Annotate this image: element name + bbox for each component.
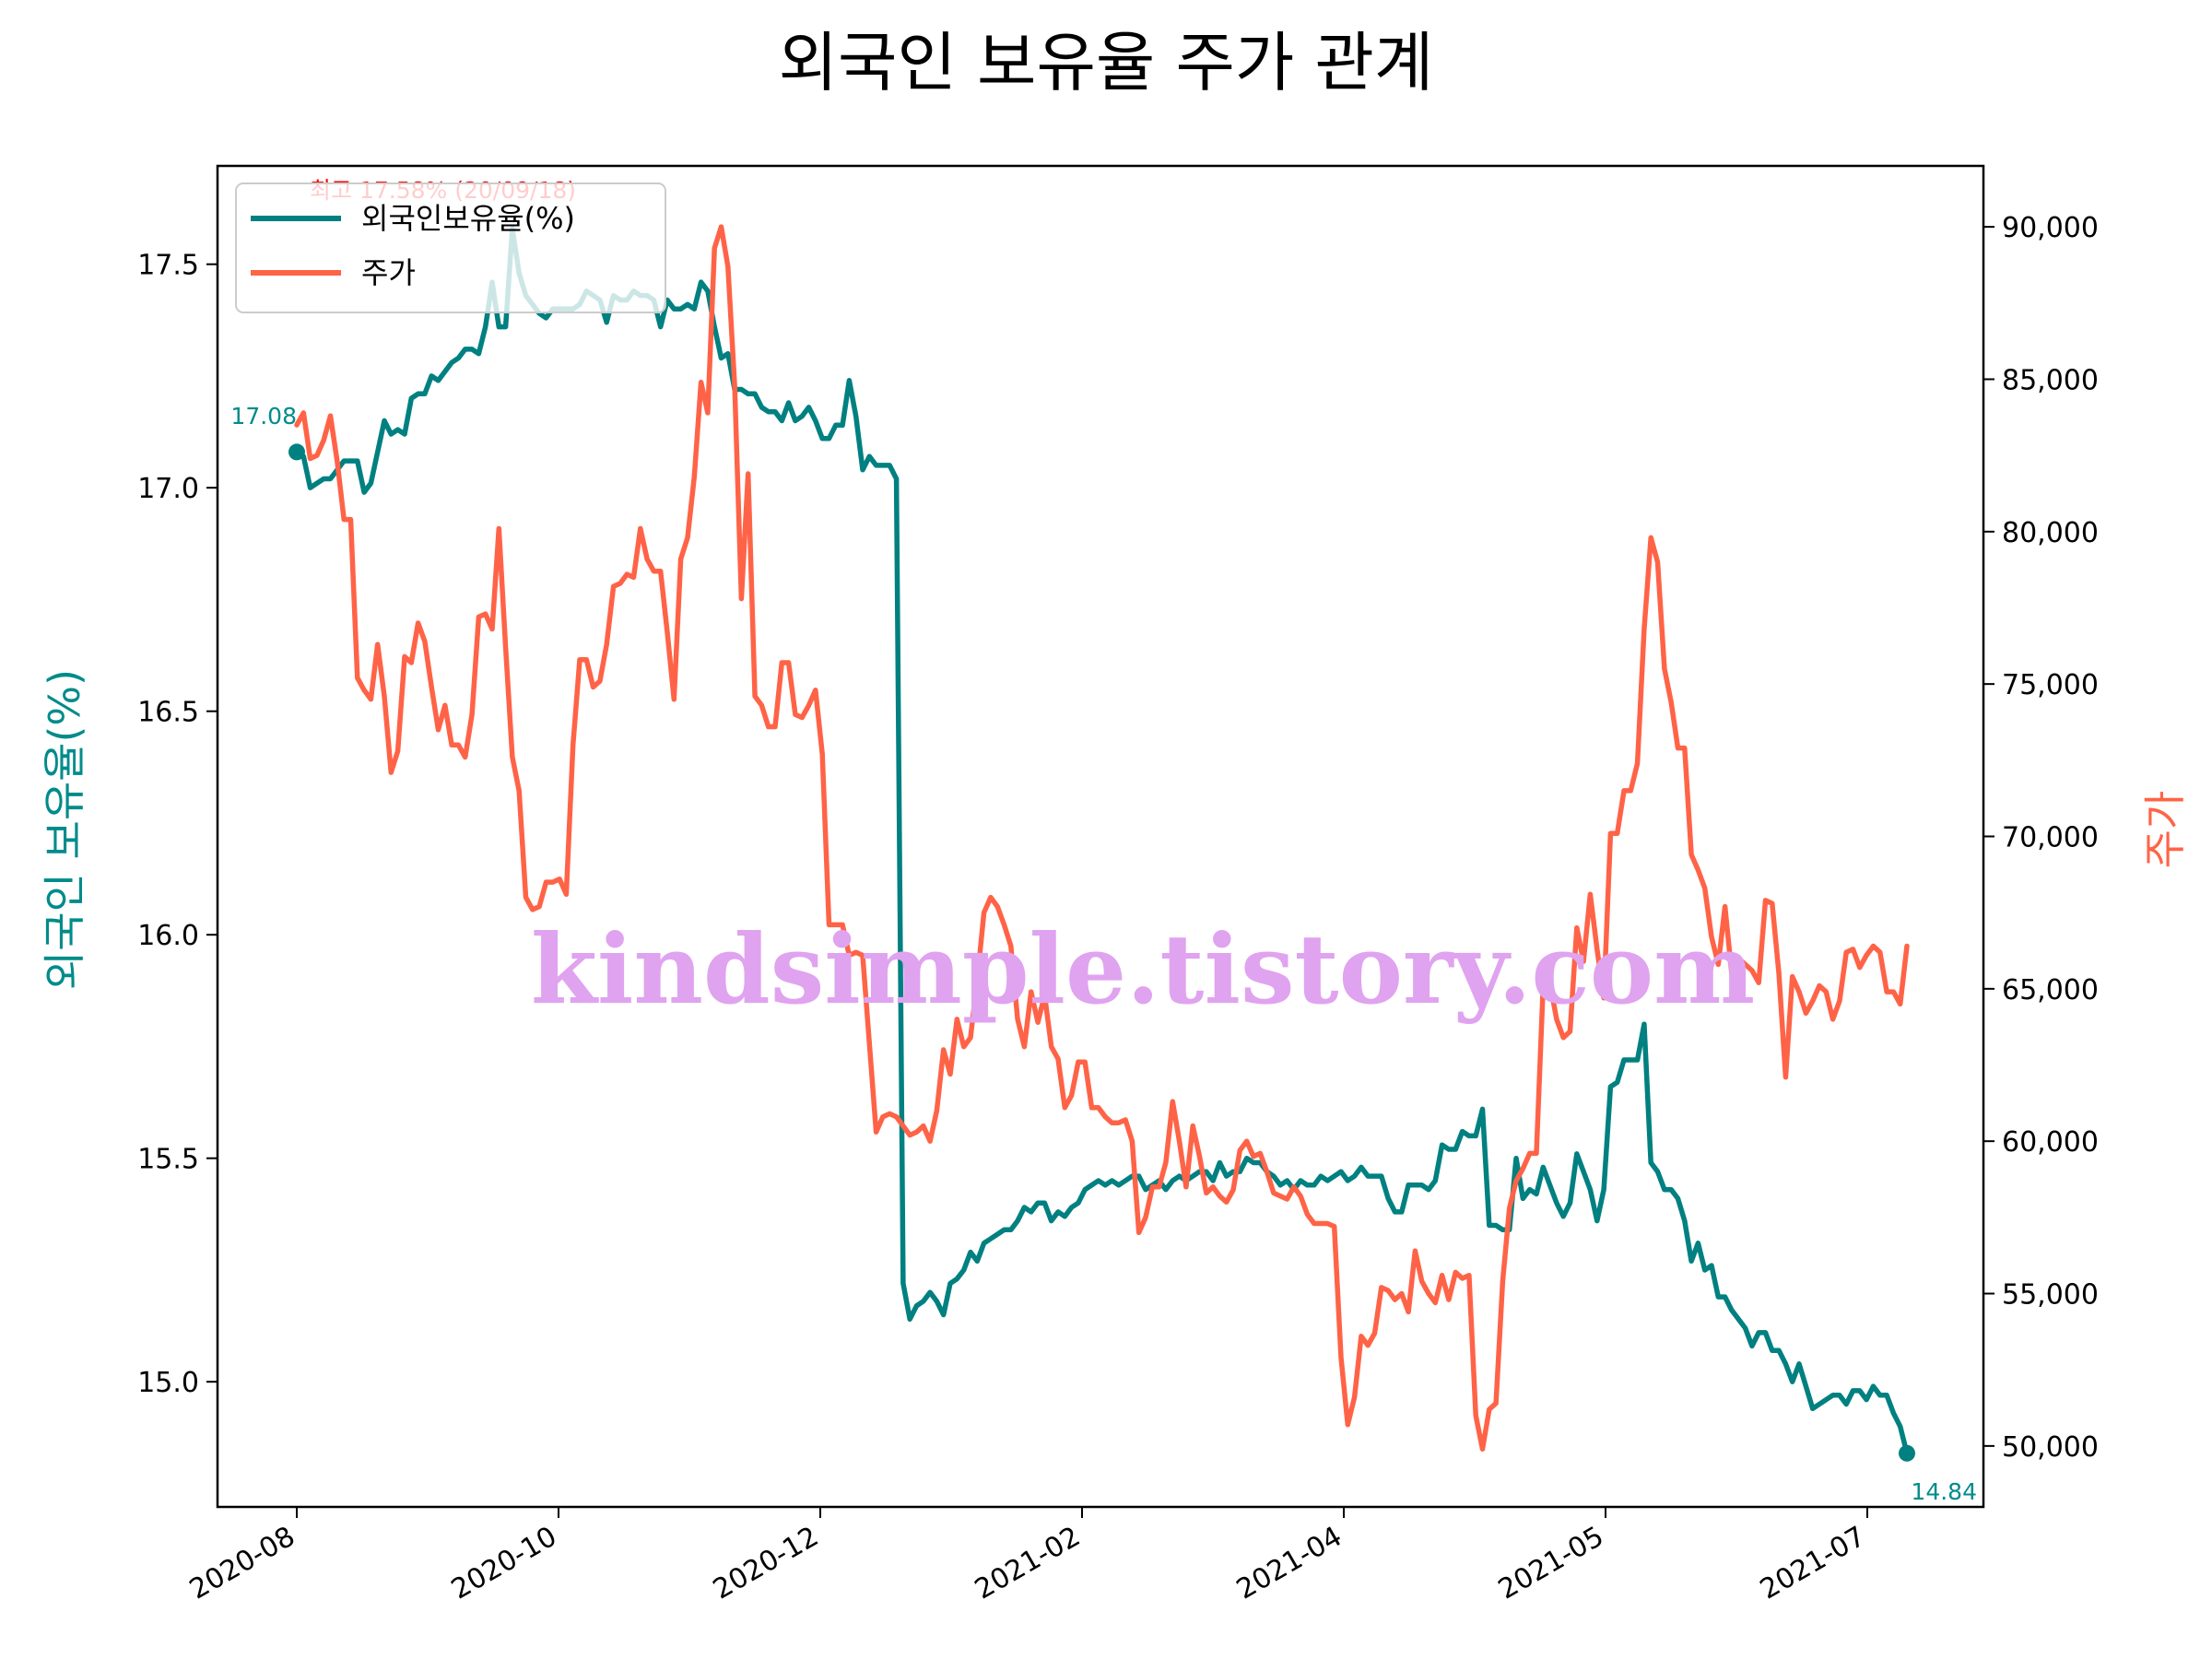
price-line bbox=[294, 224, 1910, 1452]
watermark: kindsimple.tistory.com bbox=[531, 912, 1755, 1026]
y-right-tick-label: 90,000 bbox=[2002, 212, 2099, 244]
legend-frame bbox=[235, 182, 666, 313]
y-right-tick-label: 85,000 bbox=[2002, 364, 2099, 396]
end-value-label: 14.84 bbox=[1911, 1478, 1977, 1505]
y-right-tick-label: 75,000 bbox=[2002, 669, 2099, 701]
y-left-tick-label: 16.5 bbox=[137, 697, 199, 729]
y-right-tick-label: 80,000 bbox=[2002, 517, 2099, 549]
y-axis-right-title: 주가 bbox=[2140, 791, 2190, 869]
y-right-tick-label: 65,000 bbox=[2002, 974, 2099, 1006]
chart-title: 외국인 보유율 주가 관계 bbox=[779, 25, 1434, 100]
y-right-tick-label: 55,000 bbox=[2002, 1279, 2099, 1312]
y-right-tick-label: 50,000 bbox=[2002, 1431, 2099, 1464]
y-right-tick-label: 60,000 bbox=[2002, 1126, 2099, 1159]
legend: 외국인보유율(%) 주가 bbox=[235, 182, 666, 313]
legend-ownership-label: 외국인보유율(%) bbox=[361, 201, 575, 236]
legend-price-label: 주가 bbox=[361, 255, 416, 290]
ownership-end-point bbox=[1899, 1444, 1915, 1462]
y-left-tick-label: 17.5 bbox=[137, 250, 199, 282]
y-left-tick-label: 15.5 bbox=[137, 1144, 199, 1176]
ownership-start-point bbox=[288, 443, 305, 461]
y-axis-left-title: 외국인 보유율(%) bbox=[40, 669, 89, 990]
y-right-tick-label: 70,000 bbox=[2002, 822, 2099, 854]
y-left-tick-label: 17.0 bbox=[137, 473, 199, 505]
y-left-tick-label: 16.0 bbox=[137, 920, 199, 952]
plot-frame bbox=[216, 164, 1985, 1509]
y-left-tick-label: 15.0 bbox=[137, 1367, 199, 1399]
start-value-label: 17.08 bbox=[230, 403, 297, 429]
